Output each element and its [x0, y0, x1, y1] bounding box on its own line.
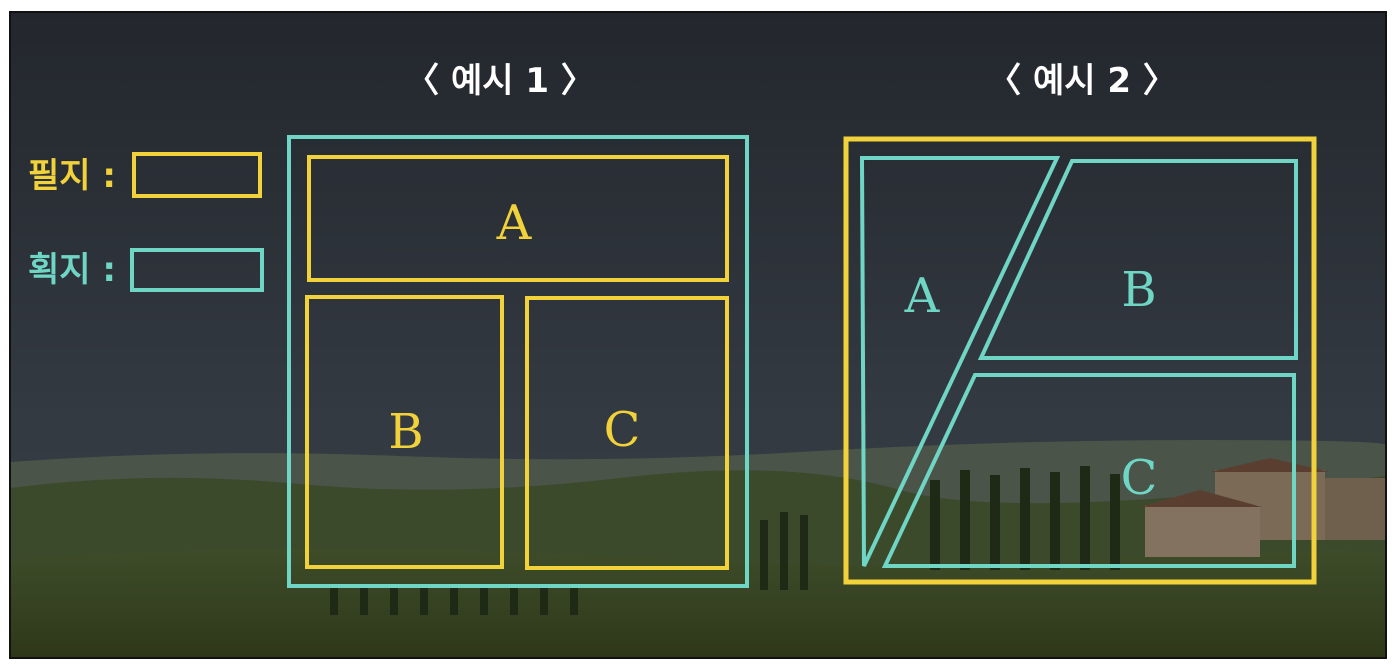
example1-pil-ji-b — [305, 295, 504, 569]
example2-label-c: C — [1121, 450, 1158, 506]
example2-title: 〈 예시 2 〉 — [987, 61, 1177, 101]
farmhouse — [1140, 458, 1385, 557]
tree-row — [330, 466, 1120, 615]
example1-title: 〈 예시 1 〉 — [405, 61, 595, 101]
legend-pil-ji-label: 필지 : — [28, 156, 116, 196]
example1-label-a: A — [496, 195, 533, 251]
legend-pil-ji-swatch — [132, 152, 262, 198]
example1-label-b: B — [388, 404, 423, 460]
image-border — [9, 11, 1387, 659]
example2-label-b: B — [1121, 262, 1156, 318]
example2-label-a: A — [904, 268, 941, 324]
example2-hoe-ji-b — [977, 159, 1298, 360]
example1-label-c: C — [604, 402, 641, 458]
example1-diagram: A B C — [287, 135, 749, 588]
background-landscape — [10, 12, 1387, 658]
legend: 필지 : 획지 : — [28, 152, 264, 292]
example1-pil-ji-a — [307, 155, 729, 282]
example2-pil-ji-outline — [843, 136, 1317, 585]
legend-hoe-ji-swatch — [130, 248, 264, 292]
example2-hoe-ji-a — [859, 156, 1061, 567]
example1-pil-ji-c — [525, 296, 729, 570]
legend-hoe-ji-label: 획지 : — [28, 250, 116, 290]
example2-hoe-ji-c — [881, 373, 1296, 568]
example1-hoe-ji-outline — [287, 135, 749, 588]
example2-diagram: A B C — [843, 136, 1317, 585]
